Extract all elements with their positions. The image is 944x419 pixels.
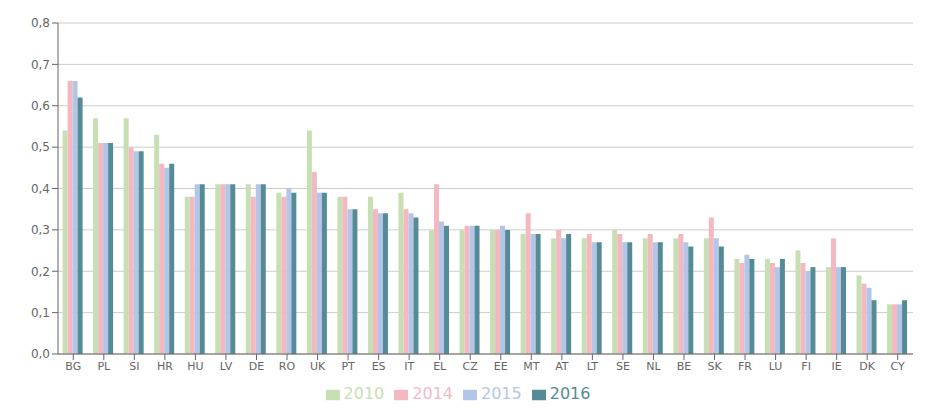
svg-text:0,1: 0,1 [31, 306, 50, 320]
svg-text:0,2: 0,2 [31, 265, 50, 279]
svg-text:SK: SK [707, 360, 722, 373]
html-text:2014: 2014 [412, 384, 453, 403]
svg-text:LU: LU [769, 360, 783, 373]
svg-text:AT: AT [555, 360, 569, 373]
svg-text:0,5: 0,5 [31, 140, 50, 154]
svg-text:MT: MT [523, 360, 539, 373]
svg-text:LV: LV [220, 360, 233, 373]
svg-text:ES: ES [372, 360, 386, 373]
svg-text:0,3: 0,3 [31, 223, 50, 237]
svg-text:PL: PL [97, 360, 111, 373]
svg-text:HR: HR [157, 360, 173, 373]
svg-text:CZ: CZ [463, 360, 479, 373]
html-text:2015: 2015 [481, 384, 522, 403]
svg-text:HU: HU [187, 360, 203, 373]
svg-text:IE: IE [832, 360, 842, 373]
svg-text:EL: EL [433, 360, 447, 373]
svg-text:SI: SI [129, 360, 139, 373]
svg-text:NL: NL [646, 360, 661, 373]
svg-text:RO: RO [279, 360, 296, 373]
svg-text:FR: FR [738, 360, 752, 373]
svg-text:0,8: 0,8 [31, 16, 50, 30]
svg-text:0,7: 0,7 [31, 58, 50, 72]
svg-text:DE: DE [249, 360, 264, 373]
svg-text:LT: LT [587, 360, 599, 373]
svg-text:DK: DK [859, 360, 875, 373]
html-text:2016: 2016 [549, 384, 591, 403]
svg-text:BG: BG [65, 360, 81, 373]
svg-text:IT: IT [404, 360, 414, 373]
svg-text:CY: CY [891, 360, 905, 373]
svg-text:0,6: 0,6 [31, 99, 50, 113]
svg-text:SE: SE [616, 360, 630, 373]
html-text:2010: 2010 [343, 384, 385, 403]
svg-text:EE: EE [494, 360, 508, 373]
svg-text:0,0: 0,0 [31, 347, 50, 361]
svg-text:PT: PT [341, 360, 355, 373]
svg-text:BE: BE [677, 360, 692, 373]
svg-text:UK: UK [310, 360, 326, 373]
svg-text:FI: FI [801, 360, 811, 373]
svg-text:0,4: 0,4 [31, 182, 50, 196]
